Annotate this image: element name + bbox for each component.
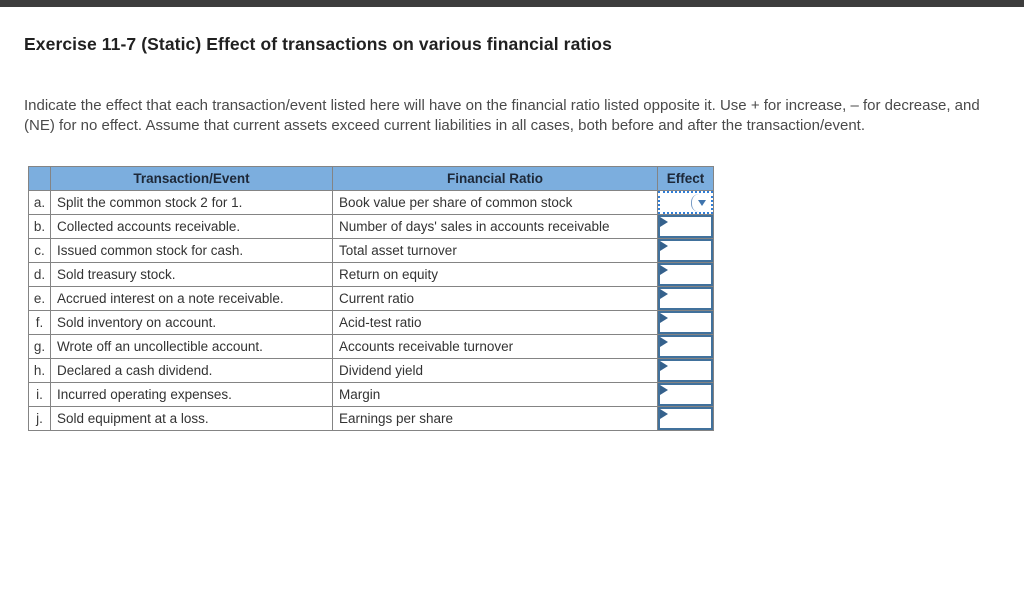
effect-dropdown[interactable] — [658, 263, 713, 286]
effect-cell — [657, 190, 714, 215]
table-row: c. Issued common stock for cash. Total a… — [28, 238, 714, 263]
transaction-cell: Declared a cash dividend. — [50, 358, 333, 383]
row-letter: h. — [28, 358, 51, 383]
effect-dropdown[interactable] — [658, 215, 713, 238]
corner-marker-icon — [660, 313, 668, 323]
effect-dropdown[interactable] — [658, 239, 713, 262]
ratio-cell: Earnings per share — [332, 406, 658, 431]
row-letter: b. — [28, 214, 51, 239]
page-title: Exercise 11-7 (Static) Effect of transac… — [24, 34, 612, 54]
ratio-cell: Return on equity — [332, 262, 658, 287]
caret-down-icon — [697, 199, 706, 206]
instructions-text: Indicate the effect that each transactio… — [24, 97, 980, 134]
effect-cell — [657, 358, 714, 383]
effect-dropdown[interactable] — [658, 383, 713, 406]
table-row: f. Sold inventory on account. Acid-test … — [28, 310, 714, 335]
corner-marker-icon — [660, 361, 668, 371]
effect-dropdown[interactable] — [658, 287, 713, 310]
transaction-cell: Sold inventory on account. — [50, 310, 333, 335]
corner-marker-icon — [660, 409, 668, 419]
transactions-ratio-table: Transaction/Event Financial Ratio Effect… — [28, 166, 714, 431]
ratio-cell: Dividend yield — [332, 358, 658, 383]
table-header-row: Transaction/Event Financial Ratio Effect — [28, 166, 714, 191]
row-letter: j. — [28, 406, 51, 431]
transaction-cell: Split the common stock 2 for 1. — [50, 190, 333, 215]
ratio-cell: Book value per share of common stock — [332, 190, 658, 215]
header-effect: Effect — [657, 166, 714, 191]
row-letter: d. — [28, 262, 51, 287]
corner-marker-icon — [660, 241, 668, 251]
corner-marker-icon — [660, 265, 668, 275]
header-transaction-event: Transaction/Event — [50, 166, 333, 191]
effect-dropdown[interactable] — [658, 359, 713, 382]
table-row: d. Sold treasury stock. Return on equity — [28, 262, 714, 287]
row-letter: a. — [28, 190, 51, 215]
dropdown-arrow-button[interactable] — [691, 193, 711, 212]
corner-marker-icon — [660, 337, 668, 347]
effect-dropdown[interactable] — [658, 311, 713, 334]
transaction-cell: Wrote off an uncollectible account. — [50, 334, 333, 359]
ratio-cell: Margin — [332, 382, 658, 407]
effect-cell — [657, 334, 714, 359]
ratio-cell: Accounts receivable turnover — [332, 334, 658, 359]
table-row: i. Incurred operating expenses. Margin — [28, 382, 714, 407]
table-row: h. Declared a cash dividend. Dividend yi… — [28, 358, 714, 383]
effect-cell — [657, 310, 714, 335]
row-letter: c. — [28, 238, 51, 263]
corner-marker-icon — [660, 217, 668, 227]
ratio-cell: Acid-test ratio — [332, 310, 658, 335]
table-row: b. Collected accounts receivable. Number… — [28, 214, 714, 239]
table-row: g. Wrote off an uncollectible account. A… — [28, 334, 714, 359]
ratio-cell: Number of days' sales in accounts receiv… — [332, 214, 658, 239]
transaction-cell: Sold treasury stock. — [50, 262, 333, 287]
corner-marker-icon — [660, 289, 668, 299]
top-bar — [0, 0, 1024, 7]
effect-dropdown[interactable] — [658, 335, 713, 358]
effect-cell — [657, 406, 714, 431]
effect-cell — [657, 286, 714, 311]
header-letter — [28, 166, 51, 191]
exercise-panel: Exercise 11-7 (Static) Effect of transac… — [0, 34, 1024, 431]
effect-dropdown[interactable] — [658, 407, 713, 430]
transaction-cell: Issued common stock for cash. — [50, 238, 333, 263]
row-letter: e. — [28, 286, 51, 311]
effect-dropdown-focused[interactable] — [658, 191, 713, 214]
effect-cell — [657, 214, 714, 239]
header-financial-ratio: Financial Ratio — [332, 166, 658, 191]
effect-cell — [657, 238, 714, 263]
ratio-cell: Current ratio — [332, 286, 658, 311]
table-row: a. Split the common stock 2 for 1. Book … — [28, 190, 714, 215]
effect-cell — [657, 262, 714, 287]
table-row: e. Accrued interest on a note receivable… — [28, 286, 714, 311]
transaction-cell: Incurred operating expenses. — [50, 382, 333, 407]
corner-marker-icon — [660, 385, 668, 395]
effect-cell — [657, 382, 714, 407]
transaction-cell: Collected accounts receivable. — [50, 214, 333, 239]
transaction-cell: Accrued interest on a note receivable. — [50, 286, 333, 311]
row-letter: g. — [28, 334, 51, 359]
row-letter: i. — [28, 382, 51, 407]
row-letter: f. — [28, 310, 51, 335]
transaction-cell: Sold equipment at a loss. — [50, 406, 333, 431]
table-row: j. Sold equipment at a loss. Earnings pe… — [28, 406, 714, 431]
ratio-cell: Total asset turnover — [332, 238, 658, 263]
